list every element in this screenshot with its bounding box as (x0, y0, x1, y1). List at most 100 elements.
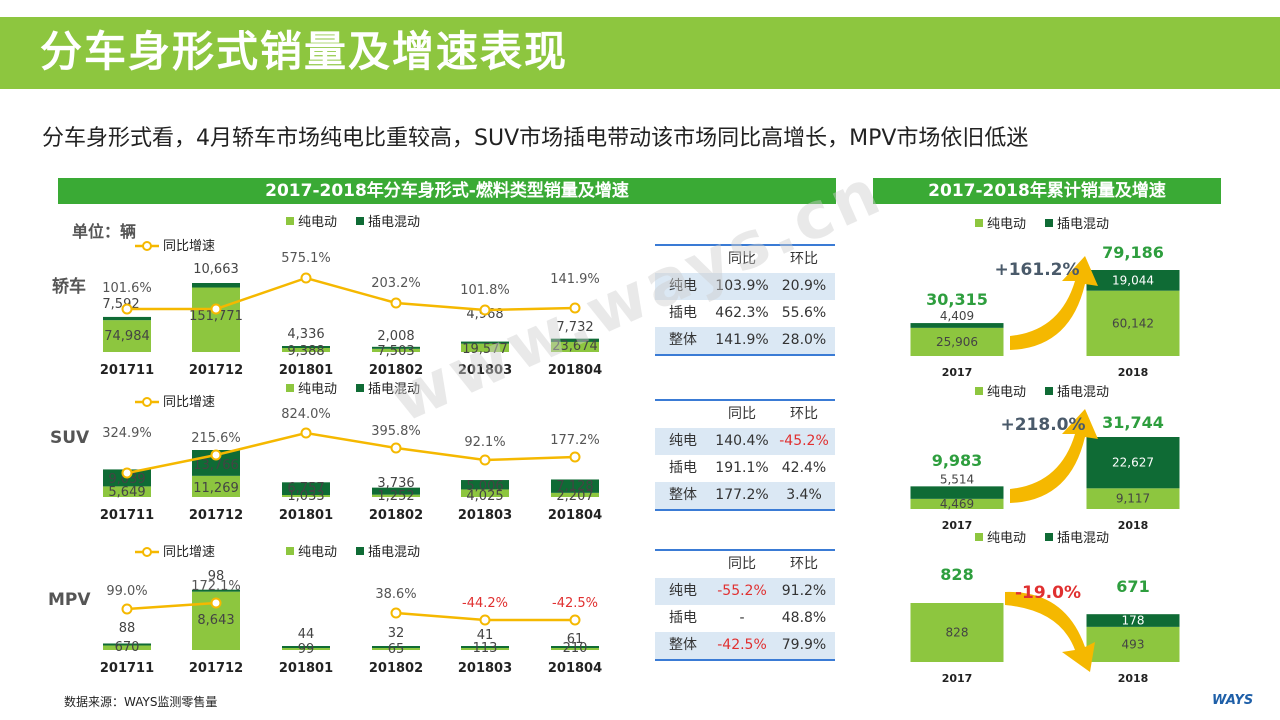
growth-label: 575.1% (281, 251, 331, 266)
data-label-bev: 19,577 (462, 342, 508, 357)
bar-bev (282, 648, 330, 650)
table-cell: -55.2% (717, 583, 767, 599)
ways-logo: WAYS (1212, 693, 1254, 708)
data-label-bev: 1,033 (287, 489, 324, 504)
growth-arrow-icon (1010, 256, 1098, 350)
legend-label-phev: 插电混动 (1057, 531, 1109, 546)
legend-label-growth: 同比增速 (163, 239, 215, 254)
growth-marker (390, 607, 402, 619)
table-cell: 177.2% (715, 487, 769, 503)
growth-label: 99.0% (106, 584, 147, 599)
table-cell: 141.9% (715, 332, 769, 348)
x-tick-label: 201801 (279, 508, 333, 523)
growth-label: 172.1% (191, 579, 241, 594)
table-cell: 55.6% (781, 305, 827, 321)
table-cell: 103.9% (715, 278, 769, 294)
table-row: 插电 - 48.8% (655, 605, 835, 632)
data-label-bev: 11,269 (193, 481, 239, 496)
growth-marker (479, 454, 491, 466)
table-header-row: 同比 环比 (655, 551, 835, 578)
x-tick-label: 201804 (548, 661, 602, 676)
table-cell: 28.0% (781, 332, 827, 348)
growth-marker (210, 449, 222, 461)
legend-label-bev: 纯电动 (987, 217, 1026, 232)
legend-swatch-phev (1045, 533, 1053, 541)
bar-phev (282, 646, 330, 648)
growth-marker (121, 467, 133, 479)
data-label-bev: 1,252 (377, 489, 414, 504)
x-tick-label: 201801 (279, 363, 333, 378)
data-label-bev: 151,771 (189, 309, 243, 324)
growth-label: 203.2% (371, 276, 421, 291)
decline-arrow-icon (1005, 591, 1095, 672)
cum-x-tick-label: 2018 (1118, 672, 1149, 685)
growth-marker (210, 597, 222, 609)
bar-phev (461, 480, 509, 490)
data-label-bev: 8,643 (197, 613, 234, 628)
legend-swatch-bev (975, 387, 983, 395)
cum-total-label: 30,315 (926, 290, 988, 309)
x-tick-label: 201711 (100, 661, 154, 676)
bar-bev (372, 494, 420, 497)
table-cell: 191.1% (715, 460, 769, 476)
growth-table-suv: 同比 环比 纯电 140.4% -45.2% 插电 191.1% 42.4% 整… (655, 399, 835, 511)
table-row: 纯电 103.9% 20.9% (655, 273, 835, 300)
cum-growth-label: +161.2% (994, 260, 1079, 280)
cum-bar-phev (1086, 437, 1180, 489)
bar-phev (551, 338, 599, 342)
bar-phev (551, 646, 599, 648)
title-bar (0, 17, 1280, 89)
cum-bar-phev (910, 323, 1004, 328)
table-cell: 整体 (669, 487, 697, 503)
cum-bar-bev (910, 327, 1004, 356)
data-label-phev: 98 (208, 569, 225, 584)
growth-label: 141.9% (550, 272, 600, 287)
table-cell: 140.4% (715, 433, 769, 449)
legend-marker-growth (142, 397, 152, 407)
table-cell: 20.9% (781, 278, 827, 294)
growth-line (126, 601, 217, 611)
table-row: 整体 141.9% 28.0% (655, 327, 835, 354)
cum-bar-phev (910, 486, 1004, 499)
data-label-bev: 210 (563, 641, 588, 656)
legend-label-phev: 插电混动 (1057, 217, 1109, 232)
table-cell: 48.8% (781, 610, 827, 626)
growth-marker (479, 614, 491, 626)
page-title: 分车身形式销量及增速表现 (40, 27, 569, 76)
legend-label-growth: 同比增速 (163, 395, 215, 410)
cum-label-bev: 828 (946, 626, 969, 640)
table-cell: - (739, 610, 745, 626)
data-source-note: 数据来源：WAYS监测零售量 (64, 695, 218, 709)
growth-label: 101.6% (102, 281, 152, 296)
cum-label-bev: 9,117 (1116, 492, 1150, 506)
growth-marker (569, 451, 581, 463)
cum-total-label: 828 (940, 565, 973, 584)
growth-marker (300, 427, 312, 439)
data-label-phev: 88 (119, 621, 136, 636)
table-cell: 整体 (669, 637, 697, 653)
legend-swatch-bev (286, 217, 294, 225)
bar-bev (192, 475, 240, 497)
table-cell: 3.4% (786, 487, 822, 503)
growth-line (127, 276, 576, 312)
growth-arrow-icon (1010, 409, 1098, 503)
table-header-row: 同比 环比 (655, 401, 835, 428)
cum-bar-bev (1086, 626, 1180, 662)
segment-label-mpv: MPV (48, 590, 91, 610)
table-cell: 插电 (669, 305, 697, 321)
data-label-phev: 5,006 (466, 479, 503, 494)
growth-marker (390, 442, 402, 454)
cum-total-label: 9,983 (932, 451, 983, 470)
growth-label: 101.8% (460, 283, 510, 298)
cum-label-phev: 4,409 (940, 309, 974, 323)
growth-marker (121, 303, 133, 315)
bar-bev (372, 648, 420, 650)
growth-marker (121, 603, 133, 615)
x-tick-label: 201801 (279, 661, 333, 676)
table-cell: 462.3% (715, 305, 769, 321)
legend-swatch-bev (975, 219, 983, 227)
cumulative-section-header: 2017-2018年累计销量及增速 (873, 178, 1221, 204)
cum-label-bev: 4,469 (940, 497, 974, 511)
growth-line (126, 431, 576, 475)
